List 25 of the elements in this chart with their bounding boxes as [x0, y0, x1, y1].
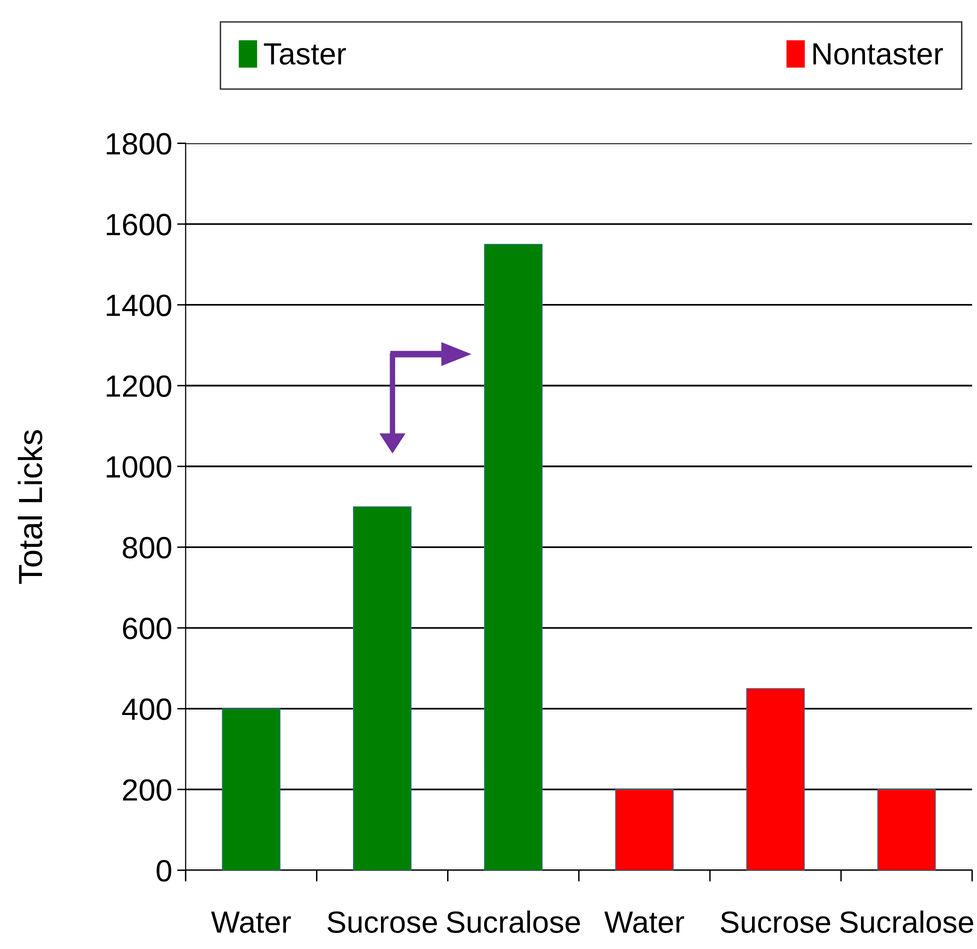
bar [222, 708, 280, 870]
x-tick-label: Water [211, 912, 291, 933]
y-tick-label: 200 [123, 779, 172, 801]
bar [615, 789, 674, 870]
x-tick-label: Sucrose [720, 911, 830, 933]
y-tick-label: 600 [123, 618, 172, 640]
y-tick-label: 1600 [106, 214, 172, 236]
bar [352, 506, 412, 870]
y-tick-label: 800 [122, 536, 172, 559]
x-tick-label: Water [604, 912, 684, 933]
y-tick-label: 1400 [106, 294, 172, 316]
x-tick-label: Sucralose [446, 910, 580, 933]
y-tick-label: 0 [156, 860, 172, 882]
y-tick-label: 1800 [106, 133, 172, 155]
bar [746, 688, 805, 870]
y-tick-label: 1200 [106, 375, 172, 397]
bar [484, 244, 543, 870]
y-tick-label: 400 [122, 698, 172, 720]
y-tick-label: 1000 [106, 456, 172, 478]
x-tick-label: Sucralose [840, 910, 974, 933]
y-axis-title: Total Licks [18, 430, 42, 584]
legend-label: Taster [264, 43, 346, 65]
x-tick-label: Sucrose [328, 911, 437, 933]
bar [877, 789, 936, 870]
legend-label: Nontaster [813, 43, 943, 65]
